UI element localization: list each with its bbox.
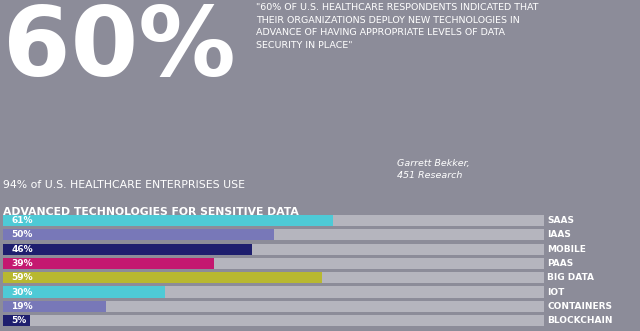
Bar <box>3 244 544 255</box>
Text: IAAS: IAAS <box>547 230 571 239</box>
Bar <box>3 272 323 283</box>
Text: 50%: 50% <box>12 230 33 239</box>
Bar <box>3 215 333 226</box>
Text: 5%: 5% <box>12 316 27 325</box>
Text: 19%: 19% <box>12 302 33 311</box>
Text: 60%: 60% <box>3 3 236 96</box>
Text: Garrett Bekker,
451 Research: Garrett Bekker, 451 Research <box>397 159 469 180</box>
Text: BIG DATA: BIG DATA <box>547 273 594 282</box>
Bar <box>3 315 544 326</box>
Text: CONTAINERS: CONTAINERS <box>547 302 612 311</box>
Bar <box>3 272 544 283</box>
Text: 46%: 46% <box>12 245 33 254</box>
Bar <box>3 301 106 312</box>
Text: ADVANCED TECHNOLOGIES FOR SENSITIVE DATA: ADVANCED TECHNOLOGIES FOR SENSITIVE DATA <box>3 207 299 217</box>
Bar <box>3 215 544 226</box>
Bar <box>3 258 214 269</box>
Bar <box>3 258 544 269</box>
Text: 61%: 61% <box>12 216 33 225</box>
Bar <box>3 229 274 241</box>
Text: 94% of U.S. HEALTHCARE ENTERPRISES USE: 94% of U.S. HEALTHCARE ENTERPRISES USE <box>3 180 245 190</box>
Text: BLOCKCHAIN: BLOCKCHAIN <box>547 316 612 325</box>
Bar <box>3 286 165 298</box>
Bar <box>3 301 544 312</box>
Text: 30%: 30% <box>12 288 33 297</box>
Bar <box>3 229 544 241</box>
Text: IOT: IOT <box>547 288 564 297</box>
Text: SAAS: SAAS <box>547 216 574 225</box>
Text: 39%: 39% <box>12 259 33 268</box>
Text: "60% OF U.S. HEALTHCARE RESPONDENTS INDICATED THAT
THEIR ORGANIZATIONS DEPLOY NE: "60% OF U.S. HEALTHCARE RESPONDENTS INDI… <box>256 3 538 50</box>
Text: 59%: 59% <box>12 273 33 282</box>
Text: MOBILE: MOBILE <box>547 245 586 254</box>
Bar <box>3 315 30 326</box>
Bar <box>3 286 544 298</box>
Text: PAAS: PAAS <box>547 259 573 268</box>
Bar <box>3 244 252 255</box>
